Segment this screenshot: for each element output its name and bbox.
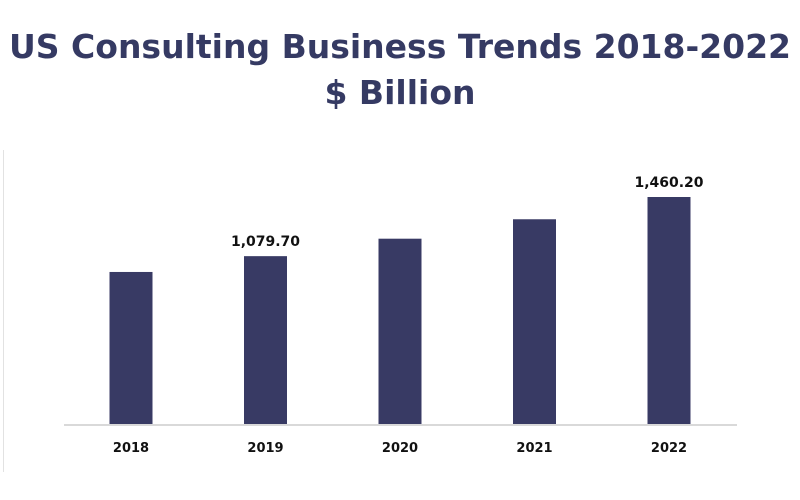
bar-2021 [513,219,556,424]
chart-frame [3,150,800,472]
bar-2020 [378,238,422,424]
chart-title: US Consulting Business Trends 2018-2022 … [9,27,791,112]
x-tick-label: 2021 [516,441,552,456]
x-tick-label: 2018 [113,441,149,456]
x-tick-label: 2020 [382,441,418,456]
data-label: 1,460.20 [634,175,703,191]
data-label: 1,079.70 [231,234,300,250]
bar-2019 [244,256,287,424]
bar-2022 [647,197,691,424]
bar-2018 [109,271,153,424]
x-tick-label: 2022 [651,441,687,456]
x-tick-label: 2019 [247,441,283,456]
